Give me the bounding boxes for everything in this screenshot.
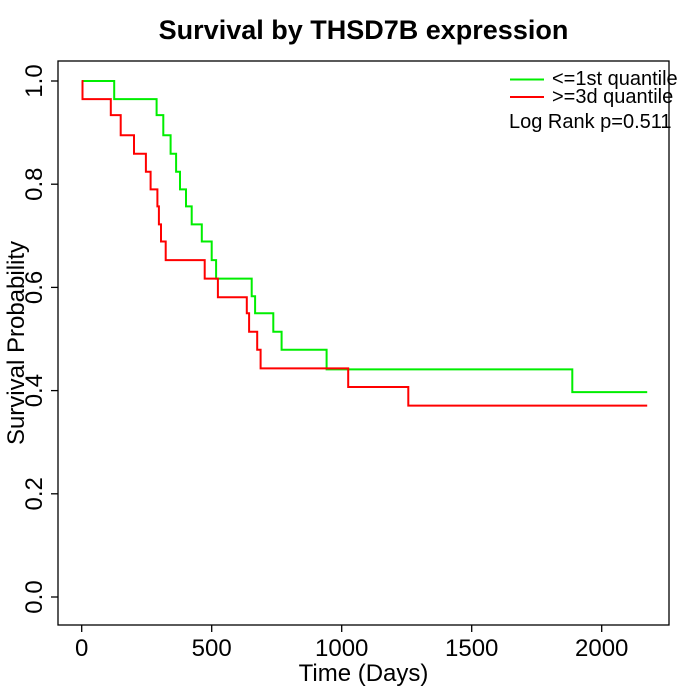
y-tick-label: 0.8 bbox=[21, 168, 48, 201]
x-tick-label: 500 bbox=[192, 635, 232, 662]
legend-label-third-quantile: >=3d quantile bbox=[552, 86, 674, 108]
km-curve-high-expression bbox=[81, 80, 648, 407]
x-axis-title: Time (Days) bbox=[298, 660, 429, 687]
legend-label-first-quantile: <=1st quantile bbox=[552, 68, 678, 90]
y-tick-label: 1.0 bbox=[21, 64, 48, 97]
y-tick-label: 0.2 bbox=[21, 477, 48, 510]
y-tick-label: 0.4 bbox=[21, 374, 48, 407]
y-tick-label: 0.6 bbox=[21, 271, 48, 304]
y-axis-title: Survival Probability bbox=[3, 240, 30, 446]
x-tick-label: 1000 bbox=[315, 635, 368, 662]
log-rank-p-value: Log Rank p=0.511 bbox=[509, 111, 672, 133]
x-tick-label: 1500 bbox=[445, 635, 498, 662]
y-tick-label: 0.0 bbox=[21, 580, 48, 613]
x-tick-label: 0 bbox=[75, 635, 88, 662]
plot-box bbox=[57, 60, 670, 626]
chart-title: Survival by THSD7B expression bbox=[158, 15, 569, 45]
x-tick-label: 2000 bbox=[575, 635, 628, 662]
km-curve-low-expression bbox=[81, 80, 648, 394]
